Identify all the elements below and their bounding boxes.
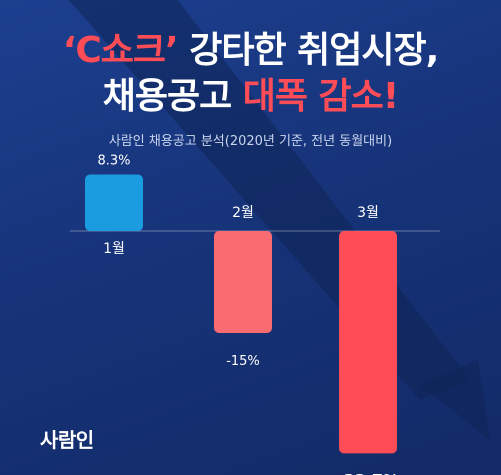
category-label-2: 2월 bbox=[232, 205, 254, 221]
headline-line-1-rest: 강타한 취업시장, bbox=[177, 30, 439, 71]
bar-1 bbox=[85, 174, 143, 231]
bar-3 bbox=[339, 231, 397, 454]
chart-subtitle: 사람인 채용공고 분석(2020년 기준, 전년 동월대비) bbox=[108, 134, 393, 149]
headline-line-2: 채용공고 대폭 감소! bbox=[0, 74, 501, 120]
headline-c-shock: ‘C쇼크’ bbox=[62, 30, 179, 71]
brand-logo: 사람인 bbox=[40, 428, 94, 452]
bar-2 bbox=[214, 231, 272, 333]
headline-line-2-start: 채용공고 bbox=[102, 76, 243, 117]
value-label-3: -32.7% bbox=[337, 470, 399, 475]
category-label-1: 1월 bbox=[103, 241, 125, 257]
category-label-3: 3월 bbox=[357, 205, 379, 221]
headline: ‘C쇼크’ 강타한 취업시장, 채용공고 대폭 감소! bbox=[0, 28, 501, 120]
value-label-2: -15% bbox=[226, 354, 260, 369]
headline-line-1: ‘C쇼크’ 강타한 취업시장, bbox=[0, 28, 501, 74]
headline-highlight: 대폭 감소! bbox=[242, 76, 399, 117]
value-label-1: 8.3% bbox=[97, 154, 130, 169]
